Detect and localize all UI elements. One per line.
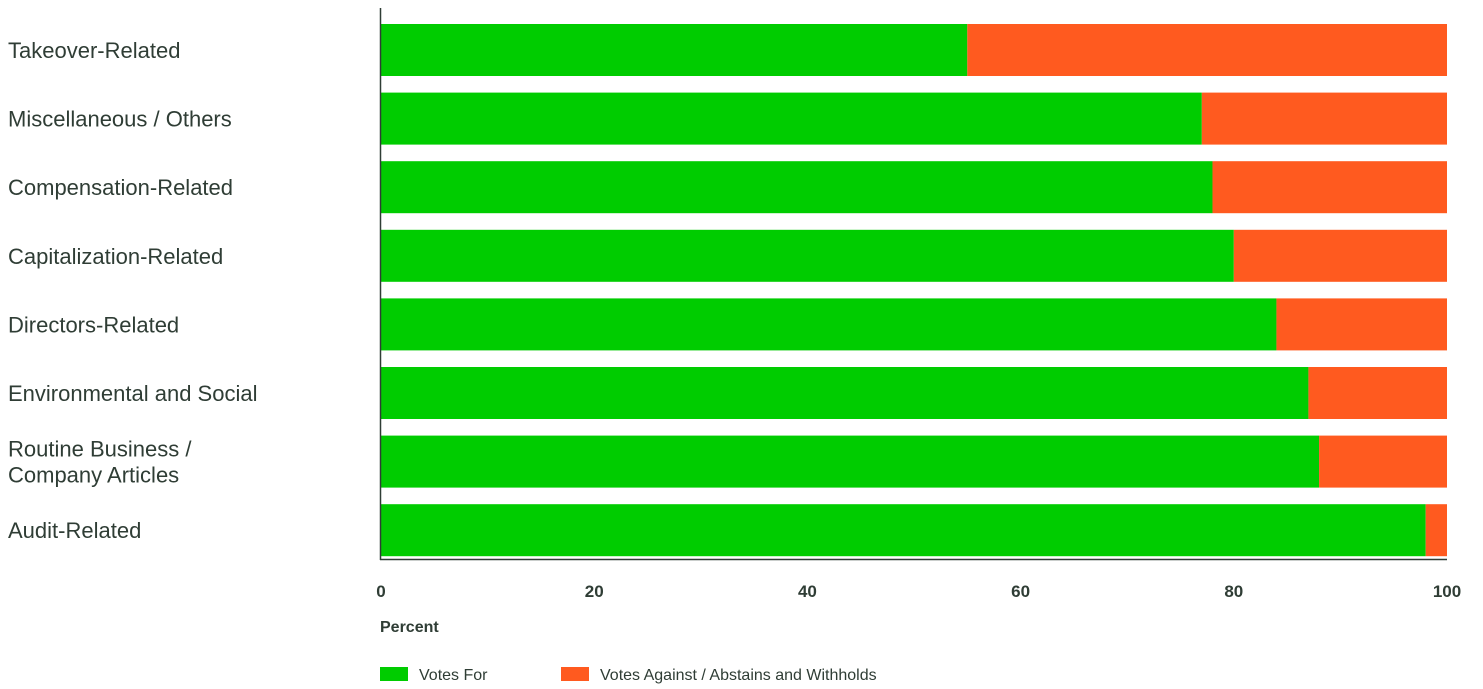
bar-capitalization-related-for [381, 229, 1234, 282]
x-tick-label-40: 40 [798, 582, 817, 601]
category-label-routine-business-company-articles: Routine Business / Company Articles [8, 437, 192, 488]
bar-miscellaneous-others-for [381, 92, 1202, 145]
bar-takeover-related-against [967, 24, 1447, 76]
bar-compensation-related-for [381, 161, 1213, 214]
category-label-environmental-and-social: Environmental and Social [8, 381, 257, 406]
bar-directors-related-for [381, 298, 1277, 351]
bar-compensation-related-against [1212, 161, 1447, 214]
bar-environmental-and-social-against [1308, 367, 1447, 419]
category-label-takeover-related: Takeover-Related [8, 38, 180, 63]
legend-swatch-votes-against [561, 667, 589, 681]
bar-directors-related-against [1276, 298, 1447, 351]
bar-environmental-and-social-for [381, 367, 1309, 419]
category-label-directors-related: Directors-Related [8, 312, 179, 337]
bar-takeover-related-for [381, 24, 968, 76]
x-tick-label-80: 80 [1224, 582, 1243, 601]
bar-capitalization-related-against [1233, 229, 1447, 282]
legend-swatch-votes-for [380, 667, 408, 681]
bar-audit-related-for [381, 504, 1426, 557]
bar-routine-business-company-articles-against [1319, 435, 1447, 488]
bar-audit-related-against [1425, 504, 1447, 557]
x-tick-label-20: 20 [585, 582, 604, 601]
category-labels: Takeover-Related Miscellaneous / Others Co… [8, 38, 257, 543]
bar-routine-business-company-articles-for [381, 435, 1320, 488]
category-label-compensation-related: Compensation-Related [8, 175, 233, 200]
category-label-capitalization-related: Capitalization-Related [8, 244, 223, 269]
category-label-audit-related: Audit-Related [8, 518, 141, 543]
x-axis-ticks: 0 20 40 60 80 100 [376, 582, 1461, 601]
legend-label-votes-for: Votes For [419, 667, 488, 684]
legend: Votes For Votes Against / Abstains and W… [380, 667, 877, 684]
category-label-miscellaneous-others: Miscellaneous / Others [8, 107, 232, 132]
x-tick-label-100: 100 [1433, 582, 1461, 601]
legend-label-votes-against: Votes Against / Abstains and Withholds [600, 667, 877, 684]
bars [381, 24, 1447, 557]
x-tick-label-60: 60 [1011, 582, 1030, 601]
x-tick-label-0: 0 [376, 582, 385, 601]
bar-miscellaneous-others-against [1201, 92, 1447, 145]
x-axis-title: Percent [380, 619, 439, 636]
